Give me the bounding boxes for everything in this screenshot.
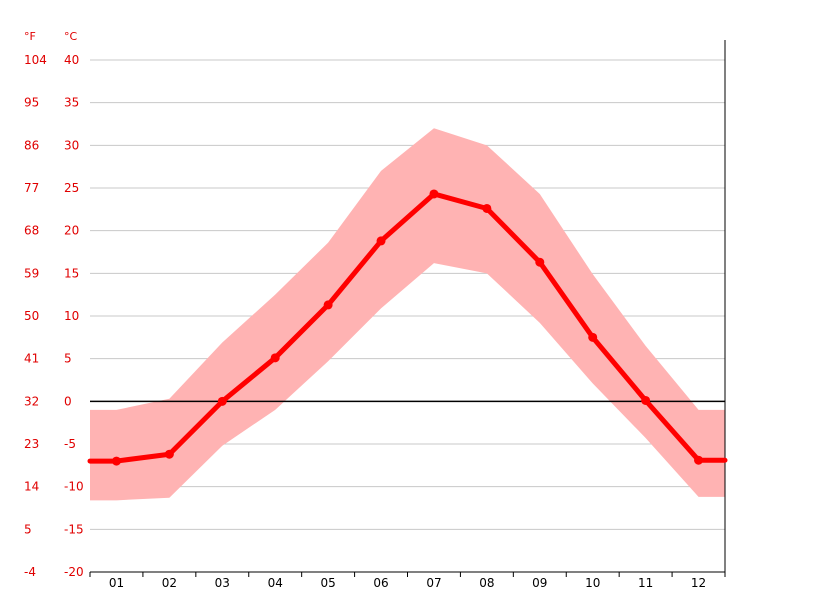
data-point bbox=[588, 332, 598, 342]
y-tick-label-fahrenheit: 5 bbox=[24, 522, 32, 536]
y-tick-label-celsius: 5 bbox=[64, 352, 72, 366]
y-tick-label-fahrenheit: 14 bbox=[24, 480, 39, 494]
data-point bbox=[482, 203, 492, 213]
y-tick-label-celsius: -20 bbox=[64, 565, 84, 579]
y-tick-label-celsius: 25 bbox=[64, 181, 79, 195]
x-axis-ticks bbox=[89, 572, 726, 577]
y-tick-label-celsius: 30 bbox=[64, 138, 79, 152]
y-tick-label-fahrenheit: 95 bbox=[24, 96, 39, 110]
y-tick-label-celsius: 40 bbox=[64, 53, 79, 67]
celsius-unit-label: °C bbox=[64, 30, 78, 43]
y-tick-label-celsius: -10 bbox=[64, 480, 84, 494]
y-tick-label-celsius: 0 bbox=[64, 394, 72, 408]
x-tick-label: 12 bbox=[691, 576, 706, 590]
x-tick-label: 06 bbox=[373, 576, 388, 590]
data-point bbox=[641, 395, 651, 405]
y-tick-label-celsius: 15 bbox=[64, 266, 79, 280]
x-tick-label: 05 bbox=[320, 576, 335, 590]
y-tick-label-celsius: -15 bbox=[64, 522, 84, 536]
y-tick-label-fahrenheit: 32 bbox=[24, 394, 39, 408]
temperature-range-band bbox=[90, 128, 725, 501]
temperature-range-area bbox=[90, 128, 725, 501]
y-tick-label-celsius: 10 bbox=[64, 309, 79, 323]
x-tick-label: 01 bbox=[109, 576, 124, 590]
x-tick-label: 10 bbox=[585, 576, 600, 590]
data-point bbox=[217, 396, 227, 406]
y-tick-label-fahrenheit: 68 bbox=[24, 224, 39, 238]
y-axis-labels: °F °C 40 104 35 95 30 86 25 77 20 68 15 59 10 50 5 41 0 3… bbox=[24, 30, 84, 579]
average-temperature-points bbox=[111, 189, 704, 466]
x-tick-label: 02 bbox=[162, 576, 177, 590]
y-tick-label-fahrenheit: 41 bbox=[24, 352, 39, 366]
data-point bbox=[535, 257, 545, 267]
y-tick-label-fahrenheit: 50 bbox=[24, 309, 39, 323]
y-tick-label-fahrenheit: 86 bbox=[24, 138, 39, 152]
y-tick-label-celsius: -5 bbox=[64, 437, 76, 451]
y-tick-label-fahrenheit: 77 bbox=[24, 181, 39, 195]
x-tick-label: 08 bbox=[479, 576, 494, 590]
data-point bbox=[164, 449, 174, 459]
x-tick-label: 04 bbox=[268, 576, 283, 590]
y-tick-label-fahrenheit: 104 bbox=[24, 53, 47, 67]
data-point bbox=[376, 236, 386, 246]
x-axis-labels: 01 02 03 04 05 06 07 08 09 10 11 12 bbox=[109, 576, 706, 590]
y-tick-label-fahrenheit: 59 bbox=[24, 266, 39, 280]
data-point bbox=[323, 300, 333, 310]
data-point bbox=[429, 189, 439, 199]
average-temperature-line bbox=[87, 191, 728, 464]
data-point bbox=[270, 353, 280, 363]
y-tick-label-celsius: 20 bbox=[64, 224, 79, 238]
x-tick-label: 07 bbox=[426, 576, 441, 590]
data-point bbox=[694, 455, 704, 465]
y-tick-label-fahrenheit: 23 bbox=[24, 437, 39, 451]
data-point bbox=[111, 456, 121, 466]
fahrenheit-unit-label: °F bbox=[24, 30, 36, 43]
x-tick-label: 09 bbox=[532, 576, 547, 590]
y-tick-label-celsius: 35 bbox=[64, 96, 79, 110]
x-tick-label: 11 bbox=[638, 576, 653, 590]
average-temperature-path bbox=[87, 191, 728, 464]
x-tick-label: 03 bbox=[215, 576, 230, 590]
y-tick-label-fahrenheit: -4 bbox=[24, 565, 36, 579]
